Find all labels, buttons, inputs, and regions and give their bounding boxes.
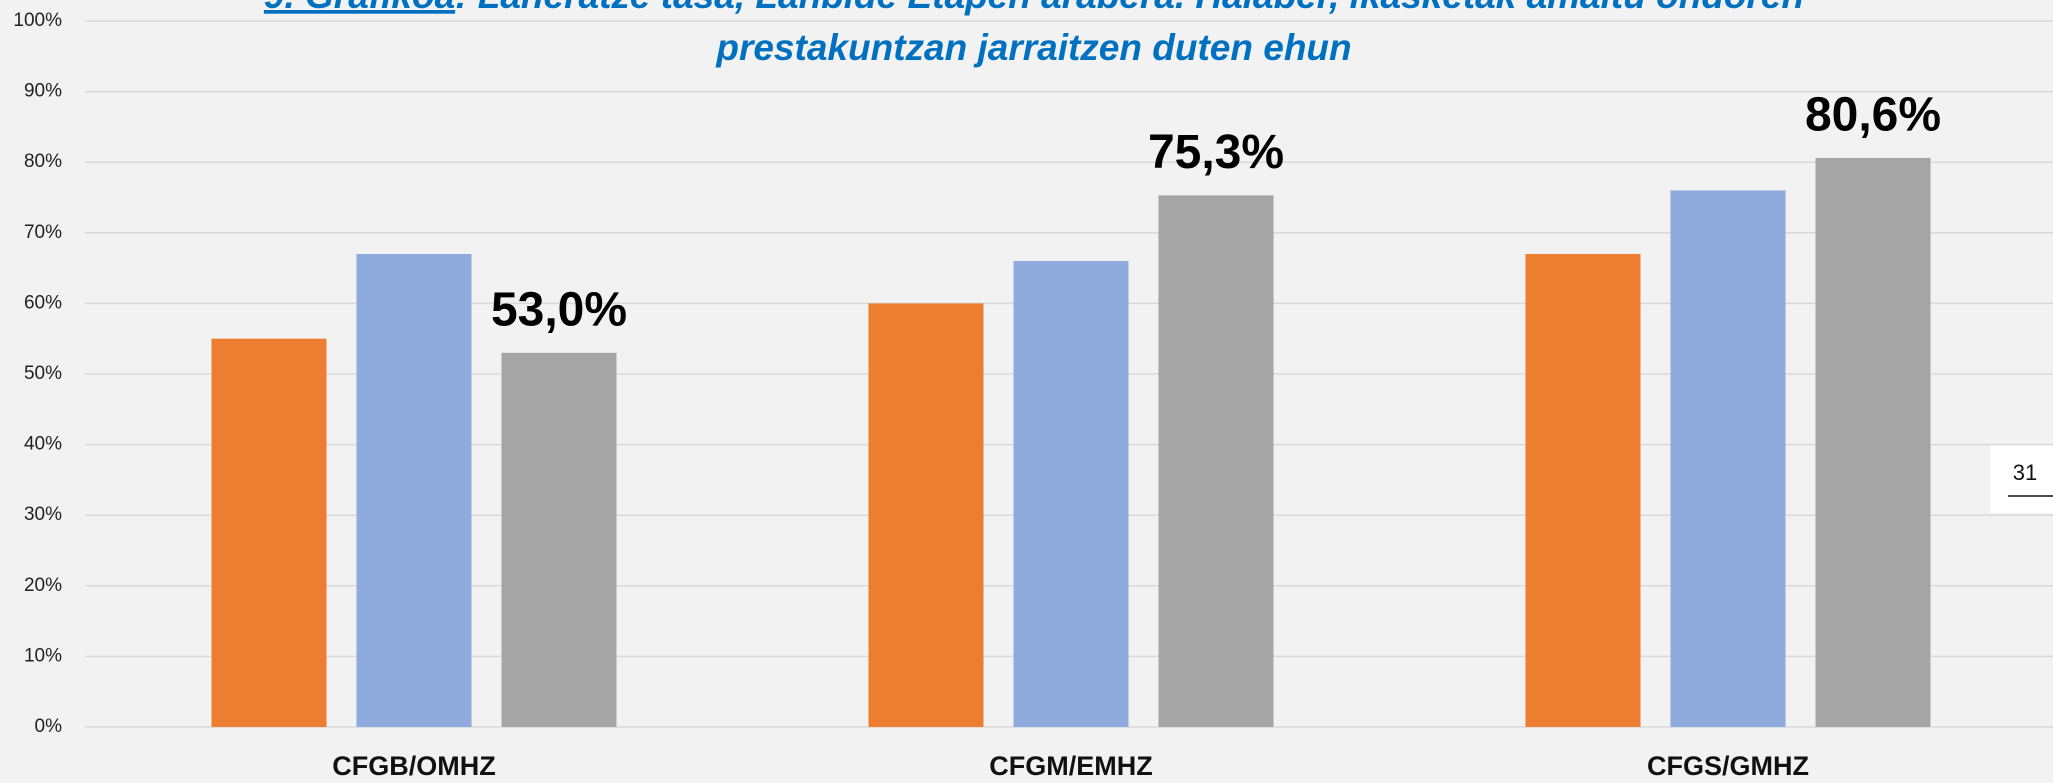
- data-label: 53,0%: [491, 283, 627, 336]
- page-number-box: [1990, 445, 2053, 513]
- y-tick-label: 10%: [24, 645, 62, 666]
- y-tick-label: 70%: [24, 222, 62, 243]
- data-label: 80,6%: [1805, 89, 1941, 142]
- page-number: 31: [2013, 460, 2037, 485]
- title-line: prestakuntzan jarraitzen duten ehun: [715, 27, 1351, 68]
- x-tick-label: CFGM/EMHZ: [989, 751, 1152, 781]
- bar: [1525, 253, 1641, 728]
- bar: [1815, 157, 1931, 728]
- y-tick-label: 90%: [24, 81, 62, 102]
- data-label: 75,3%: [1148, 126, 1284, 179]
- y-tick-label: 60%: [24, 292, 62, 313]
- title-label: 9. Grafikoa: [264, 0, 455, 16]
- y-tick-label: 100%: [13, 10, 62, 31]
- y-tick-label: 50%: [24, 363, 62, 384]
- x-tick-label: CFGS/GMHZ: [1647, 751, 1809, 781]
- title-line: : Laneratze tasa, Lanbide Etapen arabera…: [455, 0, 1804, 16]
- bar: [1670, 190, 1786, 727]
- bar: [1013, 261, 1129, 727]
- bar: [501, 352, 617, 727]
- bar: [356, 253, 472, 728]
- y-tick-label: 40%: [24, 434, 62, 455]
- y-tick-label: 0%: [35, 716, 63, 737]
- y-tick-label: 20%: [24, 575, 62, 596]
- bar: [868, 303, 984, 727]
- y-tick-label: 80%: [24, 151, 62, 172]
- bar: [1158, 195, 1274, 727]
- bar: [211, 338, 327, 727]
- chart-title: 9. Grafikoa: Laneratze tasa, Lanbide Eta…: [264, 0, 1804, 16]
- x-tick-label: CFGB/OMHZ: [332, 751, 495, 781]
- y-tick-label: 30%: [24, 504, 62, 525]
